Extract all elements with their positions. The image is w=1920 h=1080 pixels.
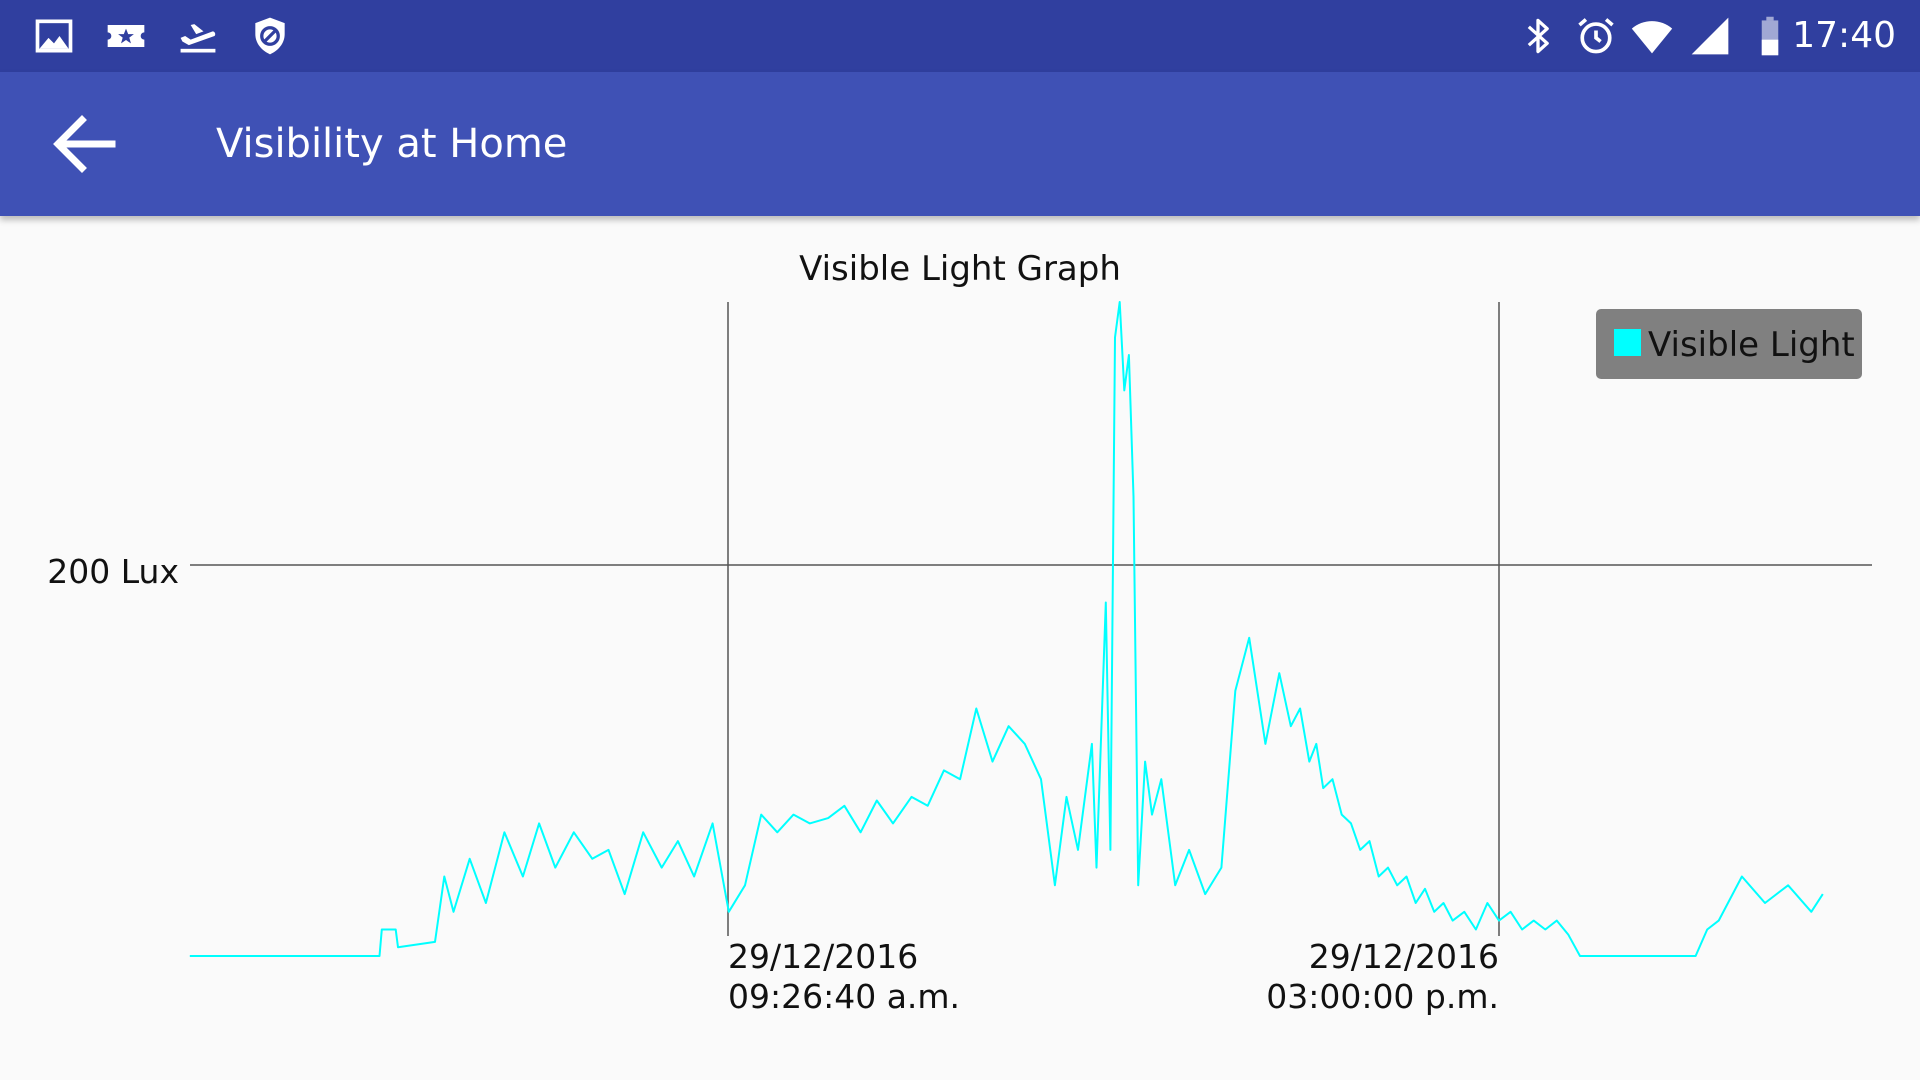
battery-icon [1748,14,1792,58]
app-bar: Visibility at Home [0,72,1920,216]
clock: 17:40 [1792,15,1896,56]
series-layer [189,301,1824,957]
series-line-visible-light [189,301,1824,957]
alarm-icon [1574,14,1618,58]
legend-swatch [1614,329,1641,356]
signal-icon [1688,14,1732,58]
x-tick-label-time: 03:00:00 p.m. [1266,977,1499,1016]
chart-area: Visible Light Graph 200 Lux 29/12/2016 0… [0,216,1920,1080]
page-title: Visibility at Home [216,121,568,167]
ticket-star-icon [104,14,148,58]
x-tick-label-date: 29/12/2016 [1309,937,1499,976]
x-tick-label-time: 09:26:40 a.m. [728,977,960,1016]
arrow-back-icon [53,115,116,173]
status-bar: 17:40 [0,0,1920,72]
flight-takeoff-icon [176,14,220,58]
chart-legend[interactable]: Visible Light [1596,309,1862,379]
image-icon [32,14,76,58]
blocked-shield-icon [248,14,292,58]
wifi-icon [1630,14,1674,58]
x-tick-label-date: 29/12/2016 [728,937,918,976]
light-chart: Visible Light Graph 200 Lux 29/12/2016 0… [47,249,1872,1016]
chart-title: Visible Light Graph [799,249,1121,289]
y-tick-label: 200 Lux [47,552,179,591]
legend-label: Visible Light [1648,325,1855,365]
back-button[interactable] [44,108,124,180]
bluetooth-icon [1516,14,1560,58]
